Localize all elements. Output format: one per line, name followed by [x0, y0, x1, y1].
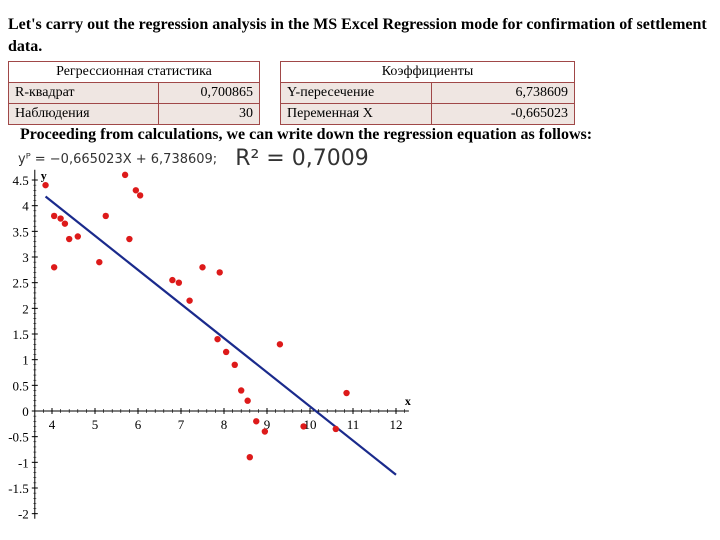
data-point: [50, 212, 58, 220]
data-point: [244, 397, 251, 404]
r-squared-label: R² = 0,7009: [235, 146, 369, 171]
y-tick-label: 2.5: [13, 276, 29, 291]
description-paragraph: Proceeding from calculations, we can wri…: [20, 126, 593, 143]
y-tick-label: 3: [22, 250, 29, 265]
x-tick-label: 11: [347, 417, 360, 432]
x-tick-label: 7: [178, 417, 185, 432]
y-axis-title: y: [41, 169, 47, 183]
stats-row-value: 30: [158, 103, 260, 125]
data-point: [214, 335, 221, 343]
data-point: [132, 187, 140, 194]
regression-statistics-table: Регрессионная статистика R-квадрат 0,700…: [8, 61, 260, 125]
data-point: [231, 361, 238, 369]
y-tick-label: -1: [18, 455, 29, 470]
y-tick-label: 3.5: [13, 224, 29, 239]
data-point: [222, 348, 230, 356]
y-tick-label: 0: [22, 404, 29, 419]
data-point: [276, 341, 284, 348]
coefficients-table: Коэффициенты Y-пересечение 6,738609 Пере…: [280, 61, 575, 125]
data-point: [332, 425, 339, 433]
data-point: [74, 233, 82, 240]
y-tick-label: 4: [22, 199, 29, 214]
data-point: [261, 428, 269, 435]
data-point: [121, 171, 129, 179]
x-tick-label: 9: [264, 417, 271, 432]
y-tick-label: -1.5: [8, 481, 29, 496]
x-tick-label: 12: [390, 417, 403, 432]
y-tick-label: 4.5: [13, 173, 29, 188]
equation-lhs: yᴾ = −0,665023X + 6,738609;: [18, 152, 218, 167]
regression-line: [44, 195, 397, 476]
regression-equation: yᴾ = −0,665023X + 6,738609; R² = 0,7009: [18, 146, 369, 171]
page-title: Let's carry out the regression analysis …: [8, 16, 707, 55]
stats-row-value: 0,700865: [158, 82, 260, 104]
x-tick-label: 5: [92, 417, 99, 432]
data-point: [50, 264, 58, 271]
x-tick-label: 10: [304, 417, 317, 432]
data-point: [216, 269, 223, 276]
data-point: [300, 423, 307, 430]
data-point: [199, 264, 206, 271]
coef-row-value: 6,738609: [431, 82, 575, 104]
data-point: [102, 212, 109, 220]
y-tick-label: -2: [18, 507, 29, 522]
data-point: [66, 235, 73, 243]
data-point: [175, 279, 183, 286]
data-point: [96, 258, 103, 266]
data-point: [61, 220, 69, 227]
data-point: [126, 235, 133, 243]
coef-row-label: Переменная X: [280, 103, 432, 125]
data-point: [343, 389, 350, 397]
data-point: [136, 192, 144, 199]
coef-row-value: -0,665023: [431, 103, 575, 125]
x-tick-label: 6: [135, 417, 142, 432]
data-point: [253, 418, 260, 425]
coef-row-label: Y-пересечение: [280, 82, 432, 104]
y-tick-label: 1: [22, 353, 29, 368]
data-point: [238, 387, 245, 394]
x-tick-label: 8: [221, 417, 228, 432]
y-tick-label: 2: [22, 301, 29, 316]
stats-table-header: Регрессионная статистика: [8, 61, 260, 83]
x-axis-title: x: [405, 394, 411, 408]
data-point: [246, 453, 253, 461]
coef-table-header: Коэффициенты: [280, 61, 575, 83]
y-tick-label: 1.5: [13, 327, 29, 342]
data-point: [186, 297, 193, 304]
x-tick-label: 4: [49, 417, 56, 432]
y-tick-label: -0.5: [8, 430, 29, 445]
stats-row-label: R-квадрат: [8, 82, 159, 104]
data-point: [57, 215, 64, 222]
data-point: [42, 181, 49, 189]
data-point: [169, 276, 176, 284]
y-tick-label: 0.5: [13, 378, 29, 393]
